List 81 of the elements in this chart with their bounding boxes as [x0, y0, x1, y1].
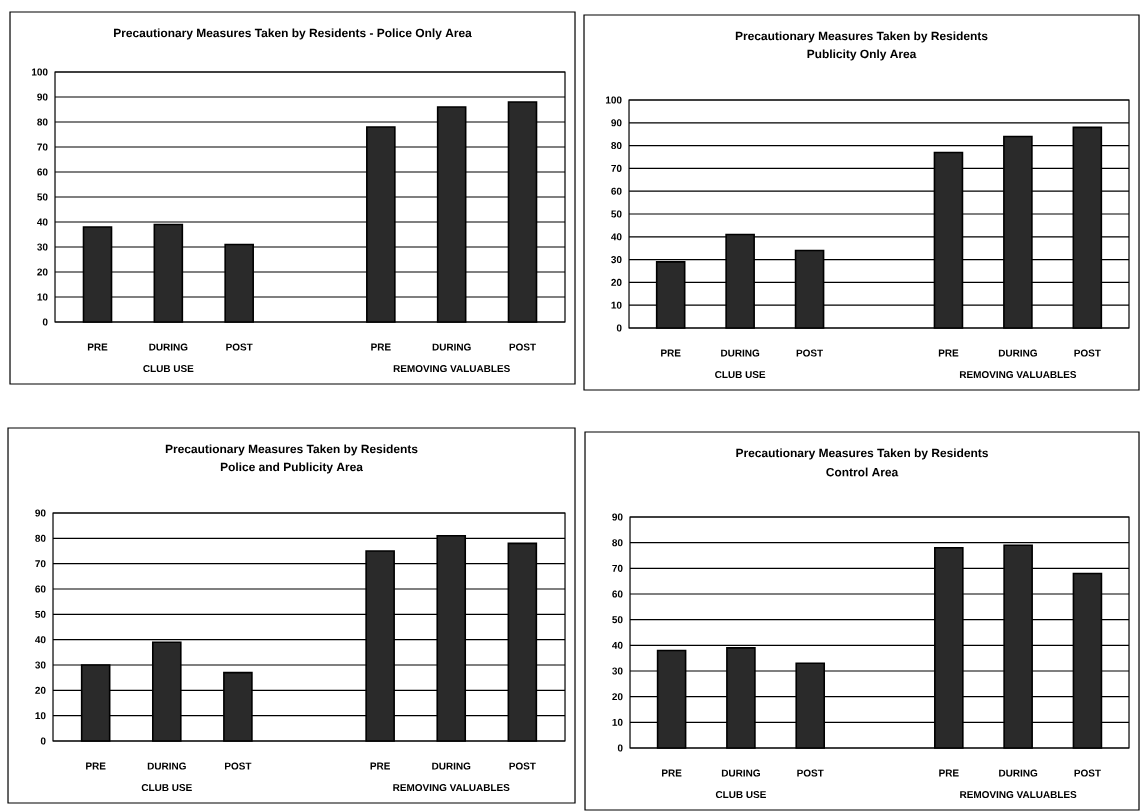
y-tick-label: 90: [612, 513, 623, 521]
y-tick-label: 20: [35, 686, 46, 694]
x-tick-label: DURING: [149, 343, 188, 351]
y-tick-label: 30: [611, 256, 622, 264]
text: REMOVING VALUABLES: [393, 784, 510, 792]
x-tick-label: PRE: [371, 343, 391, 351]
y-tick-label: 0: [616, 324, 622, 332]
chart-subtitle: Control Area: [826, 467, 899, 477]
y-tick-label: 10: [35, 712, 46, 720]
x-tick-label: POST: [509, 762, 536, 770]
y-tick-label: 10: [612, 718, 623, 726]
y-tick-label: 80: [35, 534, 46, 542]
text: REMOVING VALUABLES: [393, 365, 510, 373]
x-tick-label: POST: [509, 343, 536, 351]
y-tick-label: 70: [612, 564, 623, 572]
x-tick-label: DURING: [721, 769, 760, 777]
y-tick-label: 50: [611, 210, 622, 218]
y-tick-label: 60: [612, 590, 623, 598]
x-tick-label: DURING: [721, 349, 760, 357]
y-tick-label: 100: [31, 68, 48, 76]
text: REMOVING VALUABLES: [960, 791, 1077, 799]
y-tick-label: 100: [605, 96, 622, 104]
y-tick-label: 20: [611, 278, 622, 286]
y-tick-label: 50: [35, 610, 46, 618]
y-tick-label: 90: [37, 93, 48, 101]
y-tick-label: 30: [37, 243, 48, 251]
y-tick-label: 30: [612, 667, 623, 675]
x-tick-label: DURING: [432, 343, 471, 351]
x-tick-label: PRE: [370, 762, 390, 770]
y-tick-label: 60: [35, 585, 46, 593]
x-tick-label: DURING: [998, 349, 1037, 357]
y-tick-label: 60: [611, 187, 622, 195]
y-tick-label: 60: [37, 168, 48, 176]
chart-title: Precautionary Measures Taken by Residents: [735, 31, 988, 43]
y-tick-label: 20: [37, 268, 48, 276]
y-tick-label: 10: [37, 293, 48, 301]
text: CLUB USE: [715, 791, 766, 799]
y-tick-label: 30: [35, 661, 46, 669]
x-tick-label: DURING: [432, 762, 471, 770]
y-tick-label: 0: [42, 318, 48, 326]
chart-title: Precautionary Measures Taken by Residents: [736, 448, 988, 460]
text: REMOVING VALUABLES: [959, 371, 1077, 379]
y-tick-label: 40: [612, 641, 623, 649]
x-tick-label: PRE: [661, 349, 681, 357]
y-tick-label: 40: [611, 233, 622, 241]
x-tick-label: DURING: [999, 769, 1038, 777]
x-tick-label: DURING: [147, 762, 186, 770]
y-tick-label: 90: [35, 509, 46, 517]
y-tick-label: 40: [37, 218, 48, 226]
y-tick-label: 80: [611, 142, 622, 150]
x-tick-label: PRE: [938, 349, 959, 357]
y-tick-label: 70: [611, 164, 622, 172]
y-tick-label: 80: [37, 118, 48, 126]
chart-title: Precautionary Measures Taken by Residents: [165, 444, 418, 456]
chart-title: Precautionary Measures Taken by Residents - Police Only Area: [114, 28, 472, 40]
y-tick-label: 10: [611, 301, 622, 309]
x-tick-label: PRE: [86, 762, 106, 770]
x-tick-label: PRE: [87, 343, 108, 351]
x-tick-label: PRE: [662, 769, 682, 777]
x-tick-label: POST: [1074, 769, 1101, 777]
text: CLUB USE: [141, 784, 192, 792]
y-tick-label: 70: [37, 143, 48, 151]
y-tick-label: 90: [611, 119, 622, 127]
y-tick-label: 0: [617, 744, 623, 752]
x-tick-label: POST: [1074, 349, 1101, 357]
y-tick-label: 50: [37, 193, 48, 201]
y-tick-label: 20: [612, 693, 623, 701]
y-tick-label: 0: [40, 737, 46, 745]
x-tick-label: POST: [796, 349, 824, 357]
x-tick-label: POST: [224, 762, 252, 770]
text: CLUB USE: [143, 365, 194, 373]
text: CLUB USE: [715, 371, 766, 379]
x-tick-label: PRE: [939, 769, 959, 777]
chart-subtitle: Police and Publicity Area: [220, 462, 363, 474]
y-tick-label: 70: [35, 560, 46, 568]
y-tick-label: 50: [612, 616, 623, 624]
x-tick-label: POST: [226, 343, 253, 351]
x-tick-label: POST: [797, 769, 824, 777]
y-tick-label: 40: [35, 636, 46, 644]
chart-subtitle: Publicity Only Area: [807, 49, 917, 61]
y-tick-label: 80: [612, 539, 623, 547]
